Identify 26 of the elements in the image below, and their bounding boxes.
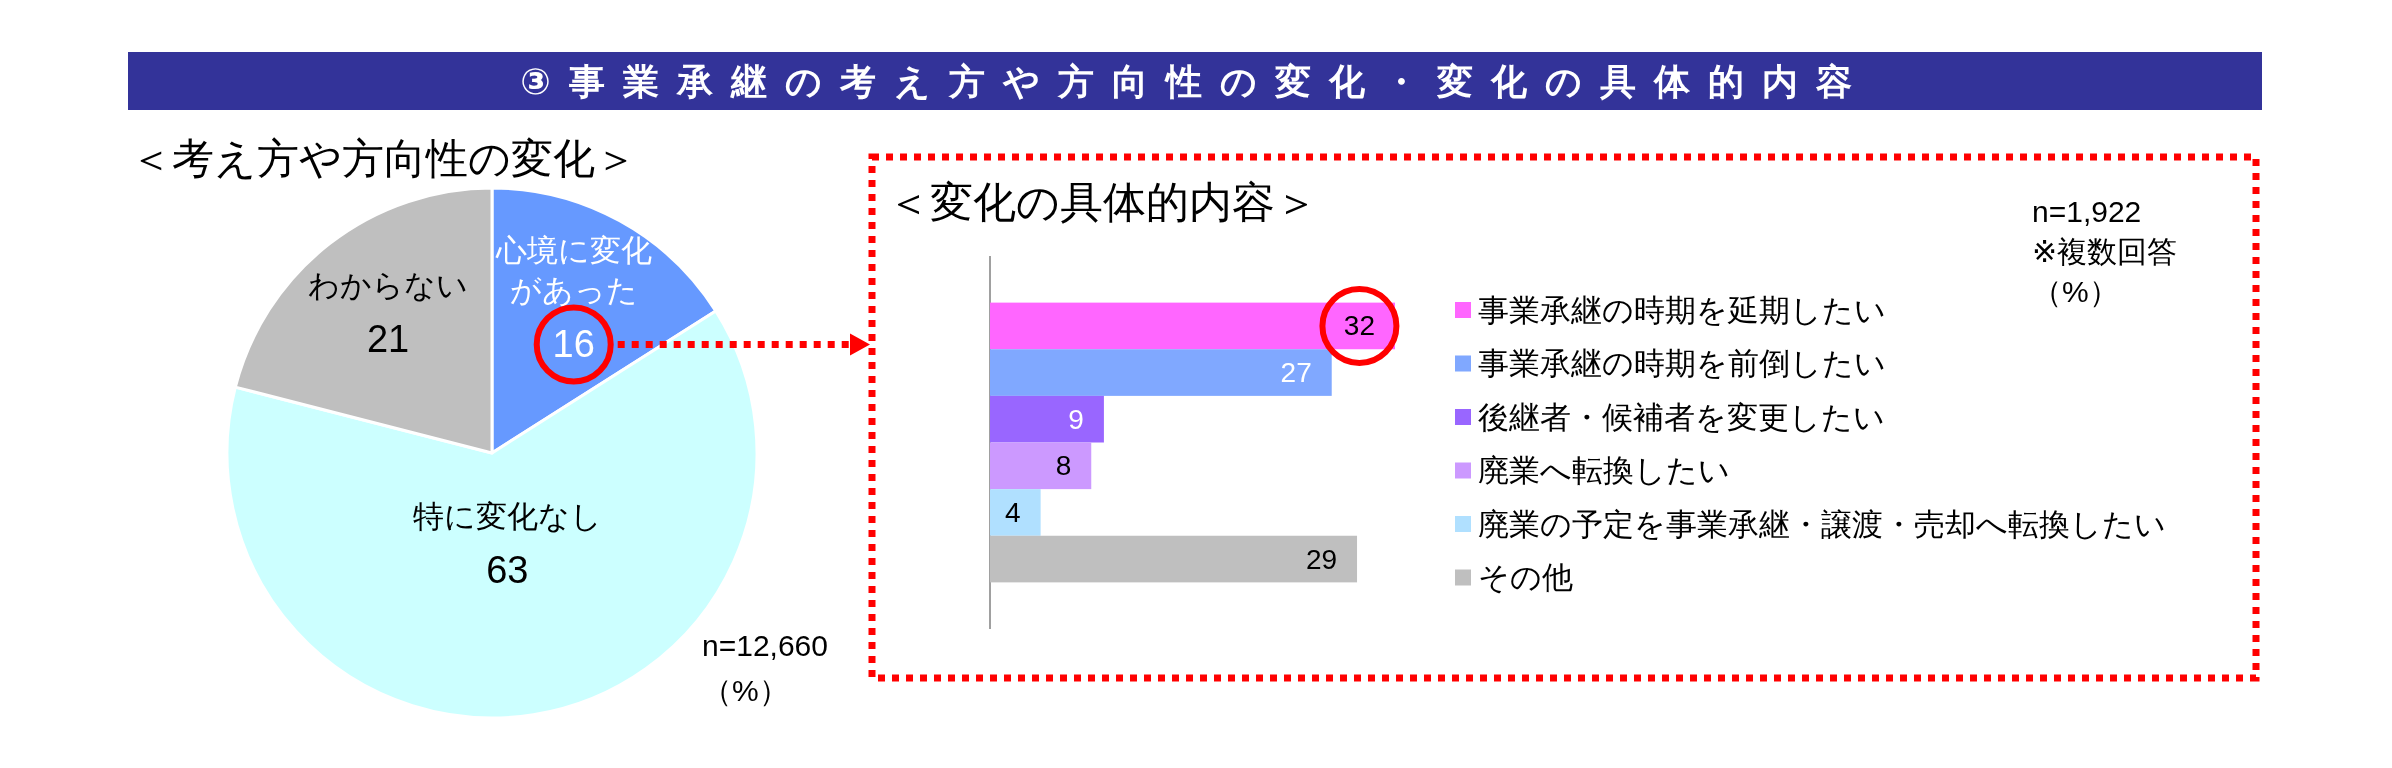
slice-label: 特に変化なし	[412, 498, 602, 534]
legend-label: 廃業へ転換したい	[1478, 453, 1730, 488]
data-label: 9	[1068, 403, 1084, 435]
data-label: 4	[1005, 496, 1021, 528]
data-label: 63	[486, 548, 529, 591]
annotation: （%）	[702, 673, 789, 707]
slice-label: 心境に変化があった	[495, 232, 652, 308]
data-label: 32	[1343, 310, 1375, 342]
legend-label: 事業承継の時期を前倒したい	[1478, 346, 1886, 381]
legend-label: 後継者・候補者を変更したい	[1478, 399, 1885, 435]
data-label: 8	[1055, 450, 1072, 482]
chart-title: ＜変化の具体的内容＞	[887, 178, 1318, 226]
legend-label: 事業承継の時期を延期したい	[1478, 292, 1886, 328]
annotation: n=12,660	[702, 628, 828, 662]
annotation: ※複数回答	[2032, 234, 2178, 268]
annotation: （%）	[2032, 274, 2119, 308]
chart-title: ③事業承継の考え方や方向性の変化・変化の具体的内容	[520, 60, 1870, 102]
legend-label: その他	[1478, 560, 1573, 595]
annotation: n=1,922	[2032, 194, 2142, 228]
data-label: 29	[1305, 543, 1338, 575]
data-label: 27	[1280, 357, 1312, 389]
data-label: 16	[552, 323, 595, 366]
slice-label: わからない	[308, 267, 469, 303]
data-label: 21	[366, 318, 410, 360]
chart-title: ＜考え方や方向性の変化＞	[130, 134, 637, 182]
legend-label: 廃業の予定を事業承継・譲渡・売却へ転換したい	[1478, 506, 2166, 542]
